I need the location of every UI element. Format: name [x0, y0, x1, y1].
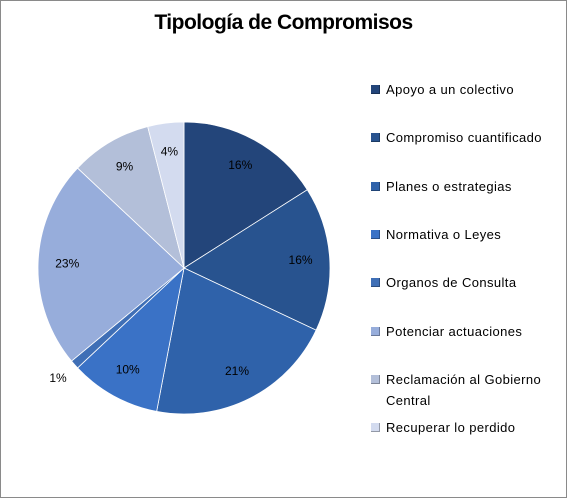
pie-slice	[183, 121, 308, 269]
legend-item: Potenciar actuaciones	[371, 321, 522, 342]
legend-label: Potenciar actuaciones	[386, 323, 523, 339]
legend-swatch	[371, 181, 380, 191]
legend-label: Organos de Consulta	[386, 275, 517, 291]
legend-label: Compromiso cuantificado	[386, 130, 542, 146]
pie-slice	[37, 167, 185, 362]
legend-item: Apoyo a un colectivo	[371, 79, 514, 100]
data-label: 23%	[55, 257, 79, 271]
data-label: 16%	[228, 158, 252, 172]
pie-slice	[183, 189, 331, 331]
chart-title: Tipología de Compromisos	[154, 11, 413, 34]
legend-swatch	[371, 326, 380, 336]
legend-swatch	[371, 85, 380, 94]
legend-label: Reclamación al Gobierno Central	[386, 371, 542, 408]
pie-slice	[147, 121, 185, 269]
data-label: 21%	[225, 364, 249, 378]
legend-swatch	[371, 229, 380, 239]
legend-item: Planes o estrategias	[371, 176, 512, 197]
legend-item: Normativa o Leyes	[371, 224, 501, 245]
legend-label: Planes o estrategias	[386, 178, 512, 194]
legend-label: Recuperar lo perdido	[386, 420, 516, 436]
legend-item: Reclamación al Gobierno Central	[371, 369, 561, 411]
pie-slice	[77, 126, 185, 270]
legend-item: Organos de Consulta	[371, 272, 516, 293]
data-label: 1%	[49, 371, 67, 385]
legend-label: Apoyo a un colectivo	[386, 82, 514, 97]
data-label: 4%	[161, 144, 179, 158]
data-label: 16%	[289, 253, 313, 267]
legend-item: Compromiso cuantificado	[371, 127, 542, 148]
legend-swatch	[371, 133, 380, 143]
pie-slice	[156, 267, 317, 415]
data-label: 9%	[116, 160, 134, 174]
pie-slice	[77, 266, 185, 412]
data-label: 10%	[116, 363, 140, 377]
legend-label: Normativa o Leyes	[386, 226, 502, 242]
legend-swatch	[371, 423, 380, 433]
legend-item: Recuperar lo perdido	[371, 417, 515, 438]
legend-swatch	[371, 374, 380, 384]
legend-swatch	[371, 278, 380, 288]
